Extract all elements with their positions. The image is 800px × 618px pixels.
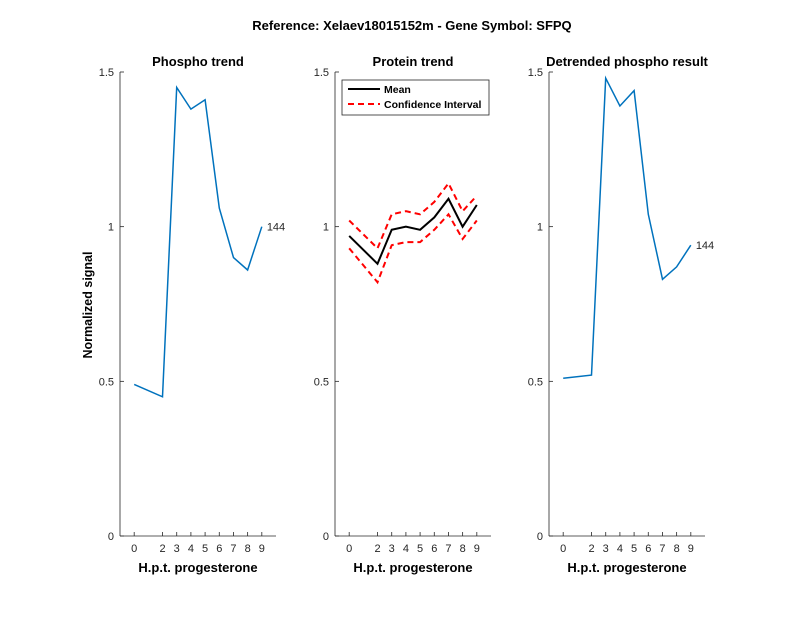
y-tick-label: 0.5 bbox=[99, 376, 114, 388]
figure-title: Reference: Xelaev18015152m - Gene Symbol… bbox=[252, 18, 571, 33]
y-tick-label: 1 bbox=[108, 222, 114, 234]
panel-phospho-trend: Phospho trend Normalized signal H.p.t. p… bbox=[81, 54, 285, 575]
y-axis-label: Normalized signal bbox=[81, 252, 95, 359]
panel-detrended-phospho: Detrended phospho result H.p.t. progeste… bbox=[528, 54, 714, 575]
x-tick-label: 0 bbox=[346, 543, 352, 555]
x-tick-label: 4 bbox=[403, 543, 409, 555]
x-tick-label: 6 bbox=[645, 543, 651, 555]
x-axis-label: H.p.t. progesterone bbox=[138, 560, 257, 575]
x-tick-label: 5 bbox=[202, 543, 208, 555]
x-tick-label: 2 bbox=[374, 543, 380, 555]
series-line-0 bbox=[348, 196, 478, 266]
series-line-2 bbox=[348, 212, 478, 285]
x-tick-label: 7 bbox=[445, 543, 451, 555]
legend: Mean Confidence Interval bbox=[341, 79, 490, 116]
x-tick-label: 8 bbox=[460, 543, 466, 555]
x-tick-label: 3 bbox=[174, 543, 180, 555]
legend-label-mean: Mean bbox=[384, 84, 411, 96]
x-tick-label: 0 bbox=[560, 543, 566, 555]
x-axis-label: H.p.t. progesterone bbox=[567, 560, 686, 575]
x-tick-label: 8 bbox=[674, 543, 680, 555]
x-tick-label: 7 bbox=[230, 543, 236, 555]
series-end-label: 144 bbox=[267, 222, 285, 234]
x-tick-label: 8 bbox=[245, 543, 251, 555]
x-tick-label: 7 bbox=[659, 543, 665, 555]
x-tick-label: 2 bbox=[588, 543, 594, 555]
y-tick-label: 1.5 bbox=[528, 67, 543, 79]
x-tick-label: 6 bbox=[216, 543, 222, 555]
legend-label-ci: Confidence Interval bbox=[384, 99, 482, 111]
panel-title: Detrended phospho result bbox=[546, 54, 708, 69]
x-tick-label: 9 bbox=[259, 543, 265, 555]
x-tick-label: 9 bbox=[474, 543, 480, 555]
x-axis-label: H.p.t. progesterone bbox=[353, 560, 472, 575]
x-tick-label: 9 bbox=[688, 543, 694, 555]
x-tick-label: 4 bbox=[188, 543, 194, 555]
x-tick-label: 3 bbox=[603, 543, 609, 555]
x-tick-label: 6 bbox=[431, 543, 437, 555]
y-tick-label: 1.5 bbox=[314, 67, 329, 79]
panel-title: Phospho trend bbox=[152, 54, 244, 69]
series-line-0 bbox=[563, 75, 692, 379]
series-line-0 bbox=[133, 85, 263, 398]
y-tick-label: 1 bbox=[323, 222, 329, 234]
y-tick-label: 0 bbox=[323, 531, 329, 543]
series-end-label: 144 bbox=[696, 240, 714, 252]
legend-box bbox=[341, 79, 490, 116]
x-tick-label: 5 bbox=[631, 543, 637, 555]
x-tick-label: 2 bbox=[159, 543, 165, 555]
y-tick-label: 0 bbox=[108, 531, 114, 543]
series-line-1 bbox=[348, 181, 478, 251]
panel-title: Protein trend bbox=[373, 54, 454, 69]
panel-protein-trend: Protein trend H.p.t. progesterone Mean C… bbox=[314, 54, 491, 575]
y-tick-label: 0.5 bbox=[528, 376, 543, 388]
y-tick-label: 1.5 bbox=[99, 67, 114, 79]
x-tick-label: 0 bbox=[131, 543, 137, 555]
y-tick-label: 0.5 bbox=[314, 376, 329, 388]
x-tick-label: 3 bbox=[389, 543, 395, 555]
x-tick-label: 5 bbox=[417, 543, 423, 555]
y-tick-label: 1 bbox=[537, 222, 543, 234]
x-tick-label: 4 bbox=[617, 543, 623, 555]
y-tick-label: 0 bbox=[537, 531, 543, 543]
